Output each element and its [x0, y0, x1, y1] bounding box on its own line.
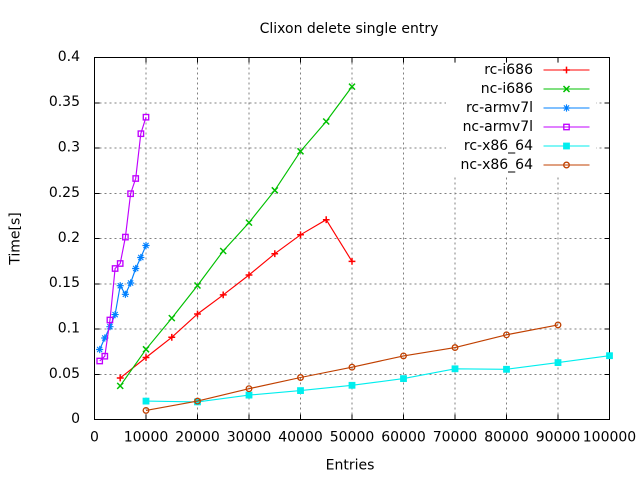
svg-text:70000: 70000	[433, 430, 478, 446]
svg-text:Clixon delete single entry: Clixon delete single entry	[260, 21, 439, 37]
svg-text:nc-armv7l: nc-armv7l	[463, 119, 533, 135]
svg-text:nc-i686: nc-i686	[481, 81, 533, 97]
svg-text:Entries: Entries	[326, 458, 375, 474]
svg-text:40000: 40000	[278, 430, 323, 446]
svg-text:20000: 20000	[175, 430, 220, 446]
svg-text:80000: 80000	[484, 430, 529, 446]
svg-text:0.25: 0.25	[49, 185, 80, 201]
svg-text:nc-x86_64: nc-x86_64	[460, 157, 533, 173]
svg-text:0: 0	[71, 411, 80, 427]
svg-text:Time[s]: Time[s]	[8, 212, 24, 265]
svg-text:0.05: 0.05	[49, 366, 80, 382]
svg-text:0.2: 0.2	[58, 230, 80, 246]
svg-text:50000: 50000	[330, 430, 375, 446]
svg-text:0.1: 0.1	[58, 321, 80, 337]
svg-text:rc-x86_64: rc-x86_64	[464, 138, 533, 154]
svg-text:0.4: 0.4	[58, 49, 80, 65]
svg-text:rc-i686: rc-i686	[484, 62, 533, 78]
svg-text:0.15: 0.15	[49, 275, 80, 291]
svg-text:rc-armv7l: rc-armv7l	[466, 100, 533, 116]
svg-text:100000: 100000	[583, 430, 636, 446]
svg-text:60000: 60000	[381, 430, 426, 446]
svg-text:10000: 10000	[124, 430, 169, 446]
svg-text:0.35: 0.35	[49, 94, 80, 110]
svg-text:0: 0	[90, 430, 99, 446]
svg-text:30000: 30000	[227, 430, 272, 446]
svg-text:0.3: 0.3	[58, 140, 80, 156]
svg-text:90000: 90000	[536, 430, 581, 446]
